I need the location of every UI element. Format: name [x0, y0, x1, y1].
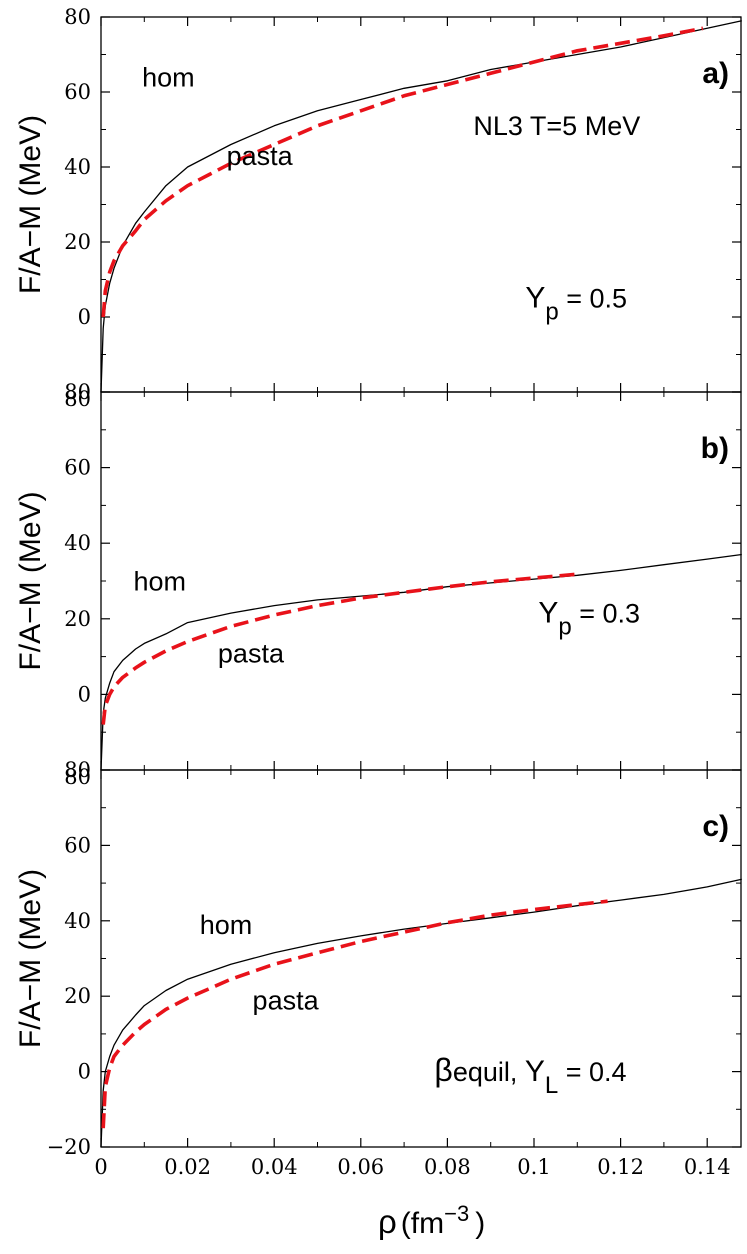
- x-tick-label: 0: [94, 1155, 107, 1179]
- panel-label: c): [702, 810, 729, 843]
- y-axis-label: F/A−M (MeV): [14, 491, 47, 670]
- x-tick-label: 0.14: [684, 1155, 731, 1179]
- x-label-exp: −3: [444, 1201, 469, 1226]
- annotation-pasta: pasta: [218, 638, 285, 668]
- annotation-pasta: pasta: [253, 985, 320, 1015]
- annotation-symbol: β: [434, 1052, 452, 1088]
- annotation-model: NL3 T=5 MeV: [473, 111, 640, 141]
- x-tick-label: 0.12: [597, 1155, 644, 1179]
- y-tick-label: 60: [64, 80, 91, 104]
- x-tick-label: 0.06: [337, 1155, 384, 1179]
- y-tick-label: 0: [78, 305, 91, 329]
- panels: 80 0 20 40 60 80 F/A−M (MeV) a) hom pasta NL3 T=5 …: [14, 5, 742, 1159]
- series-line-hom: [100, 20, 742, 393]
- x-tick-label: 0.02: [164, 1155, 211, 1179]
- x-label-close: ): [475, 1207, 485, 1240]
- panel-label: b): [701, 432, 729, 465]
- annotation-pasta: pasta: [227, 141, 294, 171]
- panel-2: 80 0 20 40 60 80 F/A−M (MeV) b) hom pasta Yp = 0.3: [14, 380, 742, 789]
- annotation-sub: L: [545, 1072, 558, 1099]
- x-label-unit: (fm: [401, 1207, 444, 1240]
- y-tick-label: 80: [64, 765, 91, 789]
- annotation-hom: hom: [133, 566, 186, 596]
- plot-frame: [100, 391, 742, 771]
- x-axis: 0 0.02 0.04 0.06 0.08 0.1 0.12 0.14 ρ (fm−3): [94, 1155, 730, 1240]
- annotation-hom: hom: [200, 910, 253, 940]
- annotation-sub: p: [558, 614, 571, 641]
- plot-frame: [100, 16, 742, 393]
- x-tick-label: 0.1: [517, 1155, 550, 1179]
- x-tick-label: 0.08: [424, 1155, 471, 1179]
- y-tick-label: −20: [47, 1135, 91, 1159]
- panel-1: 80 0 20 40 60 80 F/A−M (MeV) a) hom pasta NL3 T=5 …: [14, 5, 742, 411]
- y-tick-label: 40: [64, 531, 91, 555]
- annotation-value: = 0.3: [572, 599, 640, 629]
- annotation-value: = 0.5: [559, 284, 627, 314]
- y-tick-label: 40: [64, 909, 91, 933]
- plot-frame: [100, 769, 742, 1148]
- series-line-pasta: [101, 899, 608, 1129]
- annotation-value: = 0.4: [558, 1057, 626, 1087]
- y-tick-label: 20: [64, 607, 91, 631]
- y-tick-label: 20: [64, 230, 91, 254]
- y-tick-label: 80: [64, 758, 91, 782]
- annotation-main: Y: [525, 1055, 545, 1088]
- annotation-yfrac: Yp = 0.3: [538, 597, 640, 641]
- y-tick-label: 0: [78, 1060, 91, 1084]
- annotation-sub: p: [545, 299, 558, 326]
- series-line-pasta: [101, 26, 704, 318]
- annotation-hom: hom: [142, 62, 195, 92]
- x-axis-label: ρ (fm−3): [378, 1201, 485, 1240]
- series-line-hom: [100, 878, 742, 1148]
- x-tick-label: 0.04: [251, 1155, 298, 1179]
- y-tick-label: 0: [78, 682, 91, 706]
- y-axis-label: F/A−M (MeV): [14, 115, 47, 294]
- annotation-yfrac: βequil, YL = 0.4: [434, 1052, 626, 1099]
- series-line-hom: [100, 553, 742, 771]
- annotation-main: Y: [525, 282, 545, 315]
- y-tick-label: 80: [64, 380, 91, 404]
- annotation-yfrac: Yp = 0.5: [525, 282, 627, 326]
- panel-3: −20 0 20 40 60 80 F/A−M (MeV) c) hom pasta βequil,…: [14, 758, 742, 1159]
- y-tick-label: 60: [64, 833, 91, 857]
- annotation-mid: equil,: [453, 1057, 525, 1087]
- y-tick-label: 40: [64, 155, 91, 179]
- y-tick-label: 20: [64, 984, 91, 1008]
- annotation-main: Y: [538, 597, 558, 630]
- x-label-symbol: ρ: [378, 1203, 397, 1240]
- series-line-pasta: [101, 572, 578, 725]
- y-tick-label: 80: [64, 5, 91, 29]
- y-tick-label: 80: [64, 387, 91, 411]
- y-tick-label: 60: [64, 456, 91, 480]
- y-axis-label: F/A−M (MeV): [14, 869, 47, 1048]
- panel-label: a): [702, 57, 729, 90]
